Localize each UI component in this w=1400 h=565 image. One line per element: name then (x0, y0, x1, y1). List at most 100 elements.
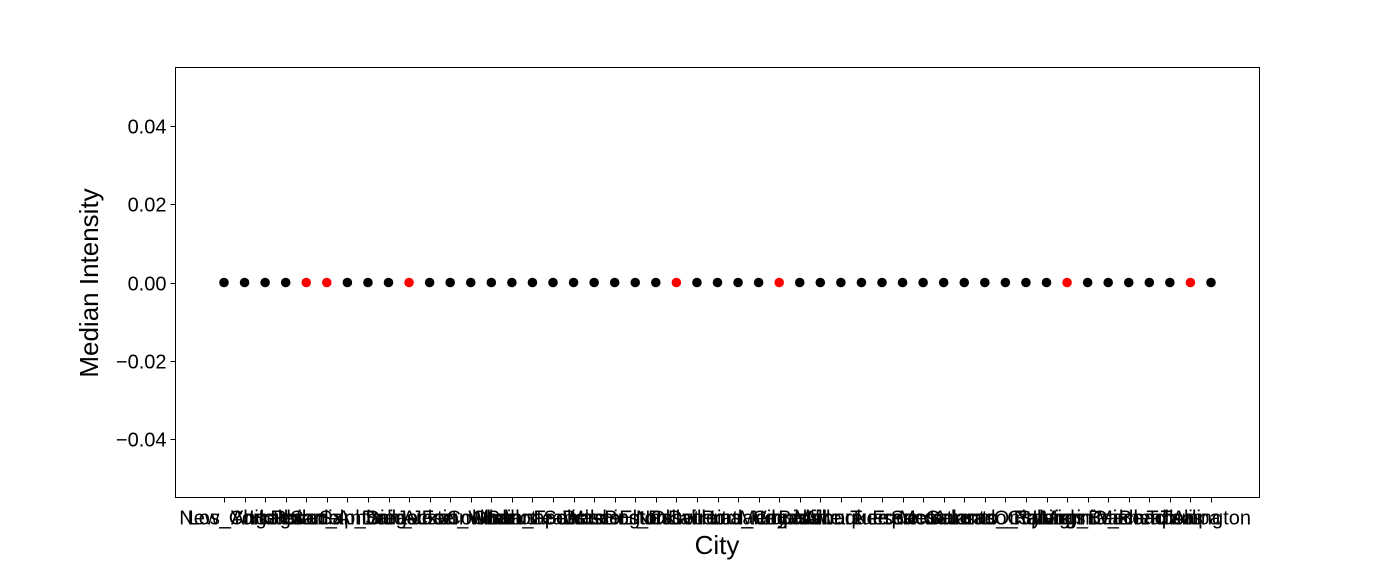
data-point (568, 277, 579, 288)
x-tick-label: Detroit (668, 508, 727, 530)
data-point (260, 277, 270, 288)
y-tick-label: 0.02 (128, 195, 167, 217)
x-tick-label: Tulsa (1146, 508, 1195, 530)
plot-area-frame (175, 67, 1260, 498)
data-point (630, 277, 641, 288)
x-tick-label: Portland (701, 508, 776, 530)
x-tick-label: Louisville (759, 508, 841, 530)
data-point (959, 277, 970, 288)
x-tick-label: Miami (1041, 508, 1094, 530)
data-point (548, 277, 558, 288)
x-tick-label: Jacksonville (397, 508, 505, 530)
data-point (856, 277, 867, 288)
data-point (671, 277, 682, 288)
x-tick-label: Atlanta (933, 508, 996, 530)
data-point (1144, 277, 1155, 288)
x-axis-label: City (695, 530, 740, 560)
x-tick-label: Seattle (543, 508, 605, 530)
data-point (219, 277, 229, 288)
x-tick-label: Boston (604, 508, 666, 530)
x-tick-label: Milwaukee (794, 508, 888, 530)
data-point (383, 277, 394, 288)
data-point (465, 277, 476, 288)
data-point (836, 277, 846, 288)
x-tick-label: Los_Angeles (188, 508, 304, 530)
data-point (712, 277, 723, 288)
data-points (219, 277, 1216, 288)
data-point (897, 277, 908, 288)
data-point (794, 277, 805, 288)
x-tick-label: Memphis (739, 508, 820, 530)
x-tick-label: Austin (403, 508, 459, 530)
data-point (1000, 277, 1011, 288)
data-point (815, 277, 826, 288)
data-point (1062, 277, 1072, 288)
data-point (733, 277, 743, 288)
x-tick-label: El_Paso (619, 508, 694, 530)
x-tick-label: Indianapolis (479, 508, 586, 530)
data-point (877, 277, 887, 288)
data-point (322, 277, 332, 288)
x-tick-label: Sacramento (891, 508, 999, 530)
x-tick-label: Columbus (446, 508, 536, 530)
data-point (280, 277, 291, 288)
data-point (774, 277, 784, 288)
y-axis-label: Median Intensity (74, 188, 104, 377)
data-point (486, 277, 497, 288)
x-tick-label: San_Diego (319, 508, 418, 530)
x-tick-label: Phoenix (270, 508, 342, 530)
data-point (1103, 277, 1113, 288)
x-tick-label: Baltimore (778, 508, 862, 530)
x-tick-label: San_Francisco (487, 508, 620, 530)
data-point (527, 277, 538, 288)
data-point (692, 277, 702, 288)
x-tick-label: Las_Vegas (710, 508, 809, 530)
x-tick-label: Philadelphia (273, 508, 383, 530)
data-point (589, 277, 599, 288)
data-point (1021, 277, 1031, 288)
x-tick-label: Nashville (636, 508, 717, 530)
x-tick-label: Albuquerque (805, 508, 918, 530)
x-tick-label: Arlington (1172, 508, 1251, 530)
data-point (980, 277, 990, 288)
x-tick-label: Long_Beach (1032, 508, 1144, 530)
x-tick-label: Houston (249, 508, 324, 530)
data-point (651, 277, 661, 288)
data-point (1185, 277, 1196, 288)
x-tick-label: Oklahoma_City (650, 508, 787, 530)
x-axis: New_YorkLos_AngelesChicagoHoustonPhoenix… (179, 497, 1251, 530)
x-tick-label: Dallas (362, 508, 418, 530)
y-tick-label: −0.02 (116, 352, 167, 374)
x-tick-label: Oakland (1092, 508, 1167, 530)
data-point (363, 277, 373, 288)
data-point (445, 277, 455, 288)
data-point (1082, 277, 1093, 288)
data-point (239, 277, 250, 288)
x-tick-label: Omaha (994, 508, 1060, 530)
x-tick-label: San_Jose (365, 508, 454, 530)
y-tick-label: 0.04 (128, 117, 167, 139)
data-point (424, 277, 435, 288)
data-point (753, 277, 764, 288)
data-point (1165, 277, 1175, 288)
x-tick-label: Denver (562, 508, 627, 530)
x-tick-label: Virginia_Beach (1041, 508, 1175, 530)
data-point (342, 277, 353, 288)
x-tick-label: Colorado_Springs (925, 508, 1085, 530)
x-tick-label: San_Antonio (290, 508, 405, 530)
x-tick-label: Washington (563, 508, 668, 530)
x-tick-label: Charlotte (472, 508, 553, 530)
y-tick-label: 0.00 (128, 274, 167, 296)
x-tick-label: Fort_Worth (422, 508, 522, 530)
data-point (301, 277, 312, 288)
x-tick-label: Kansas_City (929, 508, 1041, 530)
data-point (918, 277, 928, 288)
x-tick-label: Minneapolis (1096, 508, 1203, 530)
x-tick-label: New_York (179, 508, 270, 530)
data-point (404, 277, 414, 288)
data-point (1123, 277, 1134, 288)
x-tick-label: Tucson (850, 508, 915, 530)
y-axis: −0.04 −0.02 0.00 0.02 0.04 (116, 117, 176, 452)
